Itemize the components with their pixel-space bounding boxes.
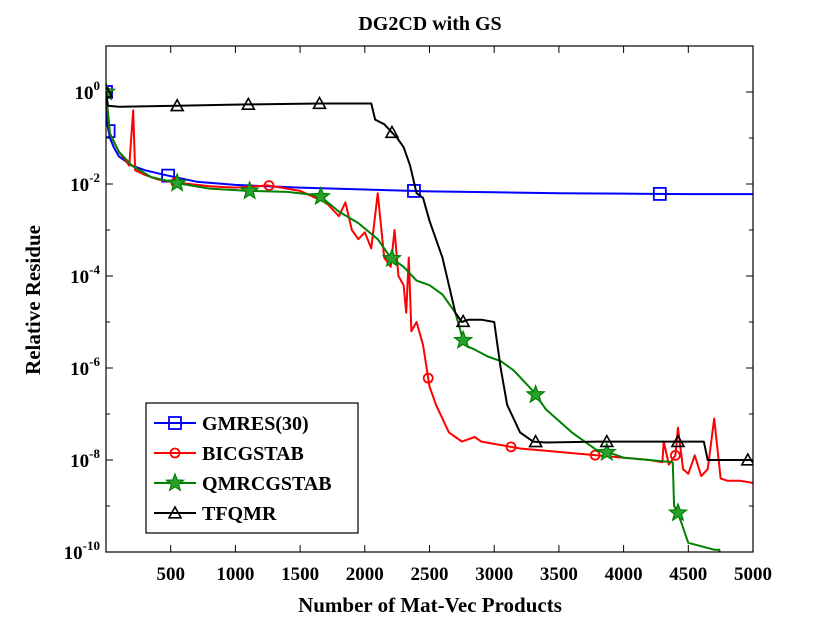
x-tick-label: 4500 [669,564,707,585]
data-point-marker [422,372,434,384]
data-point-marker [381,247,403,268]
data-point-marker [670,433,686,448]
legend-marker [167,505,183,519]
x-axis-label: Number of Mat-Vec Products [298,593,562,617]
x-tick-label: 2000 [346,564,384,585]
x-axis: 500 1000 1500 2000 2500 3000 3500 4000 4500 5000 [156,46,772,585]
data-point-marker [384,124,400,139]
y-axis: 10-10 10-8 10-6 10-4 10-2 100 [64,78,753,564]
legend-label: QMRCGSTAB [202,473,332,495]
legend-marker [164,472,186,492]
x-tick-label: 5000 [734,564,772,585]
data-point-marker [528,434,543,448]
y-tick-label: 10-2 [70,170,100,196]
legend-label: BICGSTAB [202,443,304,465]
y-tick-label: 10-8 [70,446,100,472]
legend-label: TFQMR [202,503,277,525]
data-point-marker [166,172,188,192]
data-point-marker [312,95,327,110]
x-tick-label: 2500 [411,564,449,585]
series-tfqmr [106,84,753,466]
legend-marker [169,447,181,459]
data-point-marker [452,329,474,350]
data-point-marker [106,81,117,101]
x-tick-label: 1500 [281,564,319,585]
data-point-marker [455,313,471,328]
data-point-marker [740,452,753,466]
data-point-marker [599,433,615,448]
data-point-marker [239,180,260,200]
data-point-marker [310,185,331,206]
legend-label: GMRES(30) [202,413,309,435]
x-tick-label: 500 [156,564,185,585]
x-tick-label: 4000 [605,564,643,585]
data-point-marker [525,383,546,404]
y-tick-label: 100 [75,78,101,104]
data-point-marker [589,449,601,461]
series-line [106,91,753,196]
data-point-marker [667,502,689,522]
data-point-marker [505,441,517,453]
series-qmrcgstab [106,81,721,552]
data-point-marker [106,84,114,98]
data-point-marker [652,187,667,201]
legend: GMRES(30) BICGSTAB QMRCGSTAB TFQMR [145,402,359,534]
chart-title: DG2CD with GS [358,13,501,35]
series-line [106,91,721,552]
x-tick-label: 1000 [216,564,254,585]
legend-marker [168,416,182,430]
y-tick-label: 10-4 [70,262,100,288]
data-point-marker [169,98,185,112]
data-point-marker [596,441,617,462]
x-tick-label: 3500 [540,564,578,585]
data-point-marker [263,180,275,192]
y-tick-label: 10-10 [64,538,100,564]
data-point-marker [240,96,256,111]
y-tick-label: 10-6 [70,354,100,380]
y-axis-label: Relative Residue [21,225,45,375]
x-tick-label: 3000 [475,564,513,585]
data-point-marker [669,449,681,461]
